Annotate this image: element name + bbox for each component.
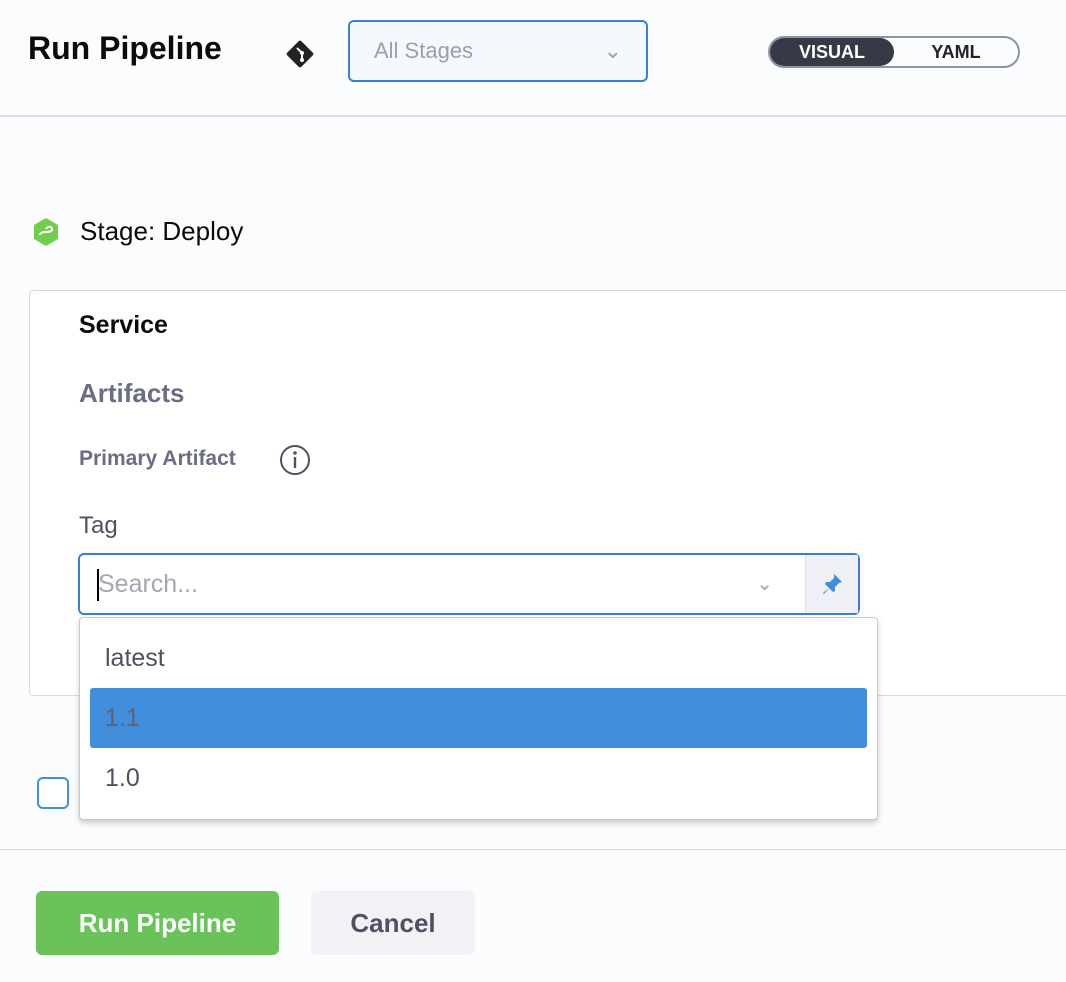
tag-dropdown-menu: latest 1.1 1.0 [79,617,878,820]
tag-select[interactable]: Search... ⌄ [78,553,860,615]
tag-label: Tag [79,512,118,539]
page-title: Run Pipeline [28,30,222,66]
chevron-down-icon: ⌄ [603,38,622,63]
pin-button[interactable] [806,555,858,613]
visual-tab[interactable]: VISUAL [770,38,894,66]
git-icon [286,40,314,68]
artifacts-heading: Artifacts [79,378,185,408]
pin-icon [823,574,842,594]
divider [0,115,1066,117]
info-icon[interactable] [279,444,311,476]
checkbox[interactable] [37,777,69,809]
run-pipeline-button[interactable]: Run Pipeline [36,891,279,955]
chevron-down-icon[interactable]: ⌄ [756,573,773,595]
tag-option[interactable]: latest [105,643,165,672]
stage-select-value: All Stages [374,38,474,63]
deploy-stage-icon [34,218,58,246]
tag-option[interactable]: 1.0 [105,763,140,792]
yaml-tab[interactable]: YAML [931,41,981,62]
cancel-button[interactable]: Cancel [311,891,475,955]
primary-artifact-label: Primary Artifact [79,447,236,470]
stage-label: Stage: Deploy [80,216,244,246]
tag-option-highlighted[interactable]: 1.1 [90,688,867,748]
view-toggle[interactable]: VISUAL YAML [768,36,1020,68]
stage-select[interactable]: All Stages ⌄ [348,20,648,82]
service-heading: Service [79,311,168,339]
divider [0,849,1066,850]
tag-search-input[interactable]: Search... ⌄ [80,555,806,613]
tag-search-placeholder: Search... [98,569,199,598]
